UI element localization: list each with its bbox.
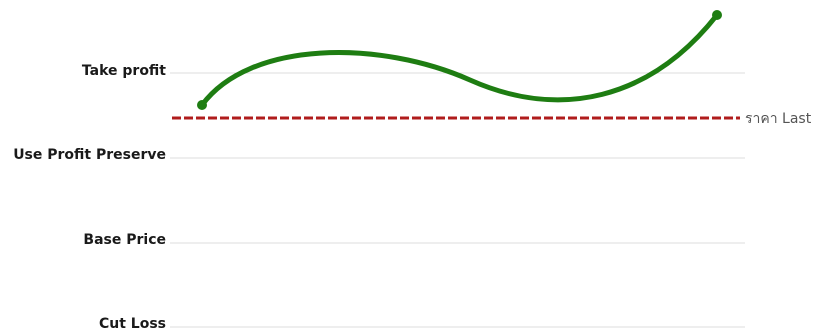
use-profit-preserve-label: Use Profit Preserve <box>13 147 166 163</box>
cut-loss-label: Cut Loss <box>99 316 166 331</box>
last-price-label: ราคา Last <box>745 111 812 127</box>
base-price-label: Base Price <box>83 232 166 248</box>
curve-start-point <box>197 100 207 110</box>
price-curve <box>199 12 720 108</box>
take-profit-label: Take profit <box>82 63 166 79</box>
curve-end-point <box>712 10 722 20</box>
